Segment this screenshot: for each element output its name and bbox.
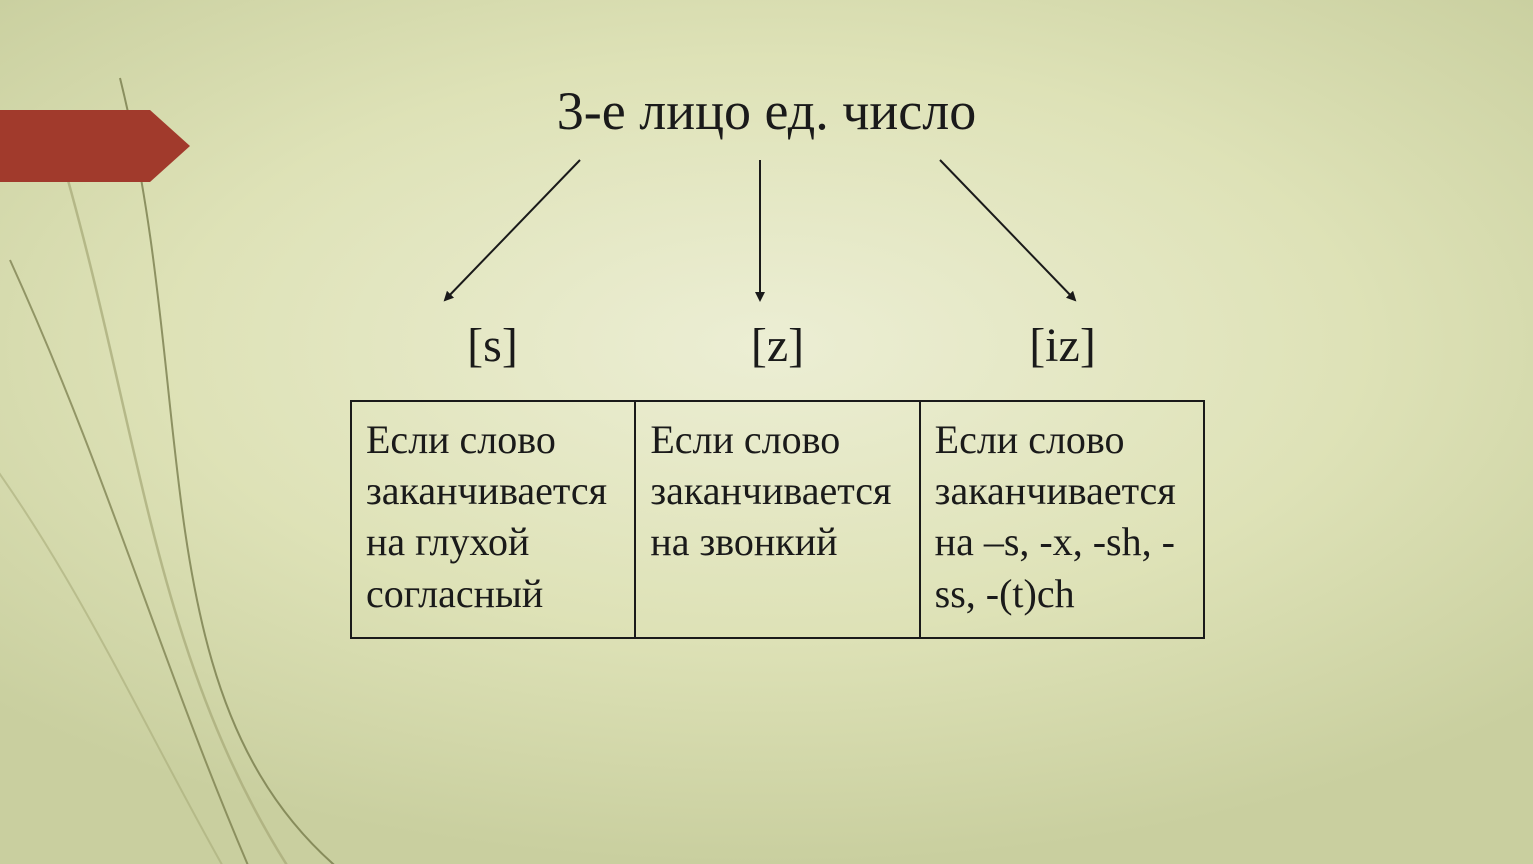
table-row: Если слово заканчивается на глухой согла… <box>351 401 1204 638</box>
rules-table: Если слово заканчивается на глухой согла… <box>350 400 1205 639</box>
phonetic-labels: [s] [z] [iz] <box>350 318 1205 373</box>
label-s: [s] <box>350 318 635 373</box>
cell-iz-rule: Если слово заканчивается на –s, -x, -sh,… <box>920 401 1204 638</box>
cell-z-rule: Если слово заканчивается на звонкий <box>635 401 919 638</box>
label-iz: [iz] <box>920 318 1205 373</box>
cell-s-rule: Если слово заканчивается на глухой согла… <box>351 401 635 638</box>
label-z: [z] <box>635 318 920 373</box>
slide-title: 3-е лицо ед. число <box>0 80 1533 142</box>
